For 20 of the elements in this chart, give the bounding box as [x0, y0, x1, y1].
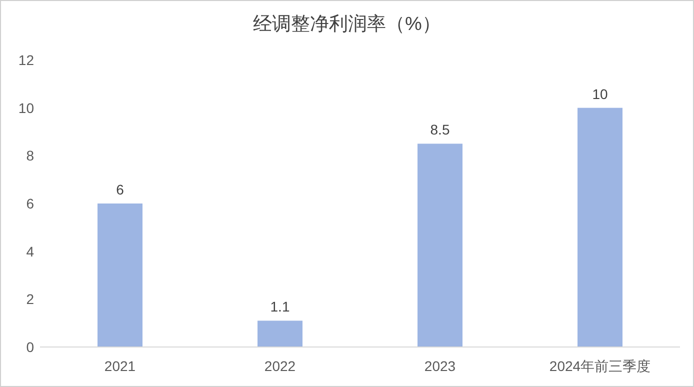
- data-label: 8.5: [430, 122, 450, 138]
- y-tick-label: 8: [26, 148, 34, 164]
- data-label: 10: [592, 86, 608, 102]
- y-tick-label: 4: [26, 243, 34, 260]
- bar: [578, 108, 622, 347]
- x-tick-label: 2022: [264, 358, 296, 374]
- data-label: 6: [116, 182, 124, 198]
- x-tick-label: 2023: [424, 358, 456, 374]
- chart-title: 经调整净利润率（%）: [253, 13, 441, 35]
- x-tick-label: 2021: [104, 358, 136, 374]
- y-tick-label: 12: [18, 52, 34, 68]
- y-tick-label: 0: [26, 339, 34, 355]
- bar: [98, 204, 142, 347]
- y-tick-label: 2: [26, 291, 34, 308]
- bar: [418, 144, 462, 347]
- y-tick-label: 6: [26, 196, 34, 212]
- data-label: 1.1: [270, 298, 290, 315]
- y-tick-label: 10: [18, 100, 34, 116]
- bar: [258, 320, 302, 347]
- x-tick-label: 2024年前三季度: [549, 358, 651, 374]
